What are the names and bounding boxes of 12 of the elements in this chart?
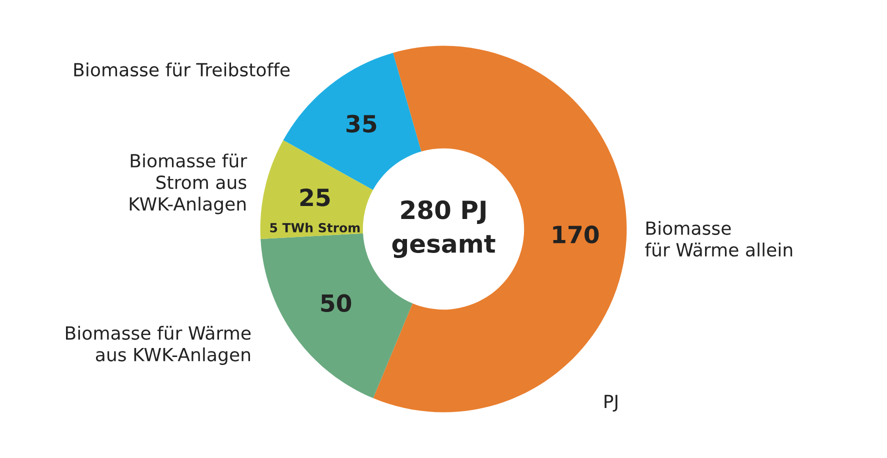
slice-label: Biomasse für Wärme aus KWK-Anlagen (66, 326, 251, 365)
text: 280 PJ gesamt (392, 200, 496, 258)
slice-label: Biomasse für Wärme allein (645, 221, 792, 257)
slice-label: Biomasse für Strom aus KWK-Anlagen (130, 154, 248, 214)
slice-label: Biomasse für Treibstoffe (74, 62, 290, 77)
data-label: 25 (300, 188, 330, 206)
text: PJ (604, 394, 618, 412)
text: 5 TWh Strom (270, 222, 360, 232)
data-label: 35 (346, 114, 376, 133)
data-label: 50 (321, 294, 352, 312)
donut-slice (260, 140, 373, 240)
data-label: 170 (553, 226, 599, 244)
